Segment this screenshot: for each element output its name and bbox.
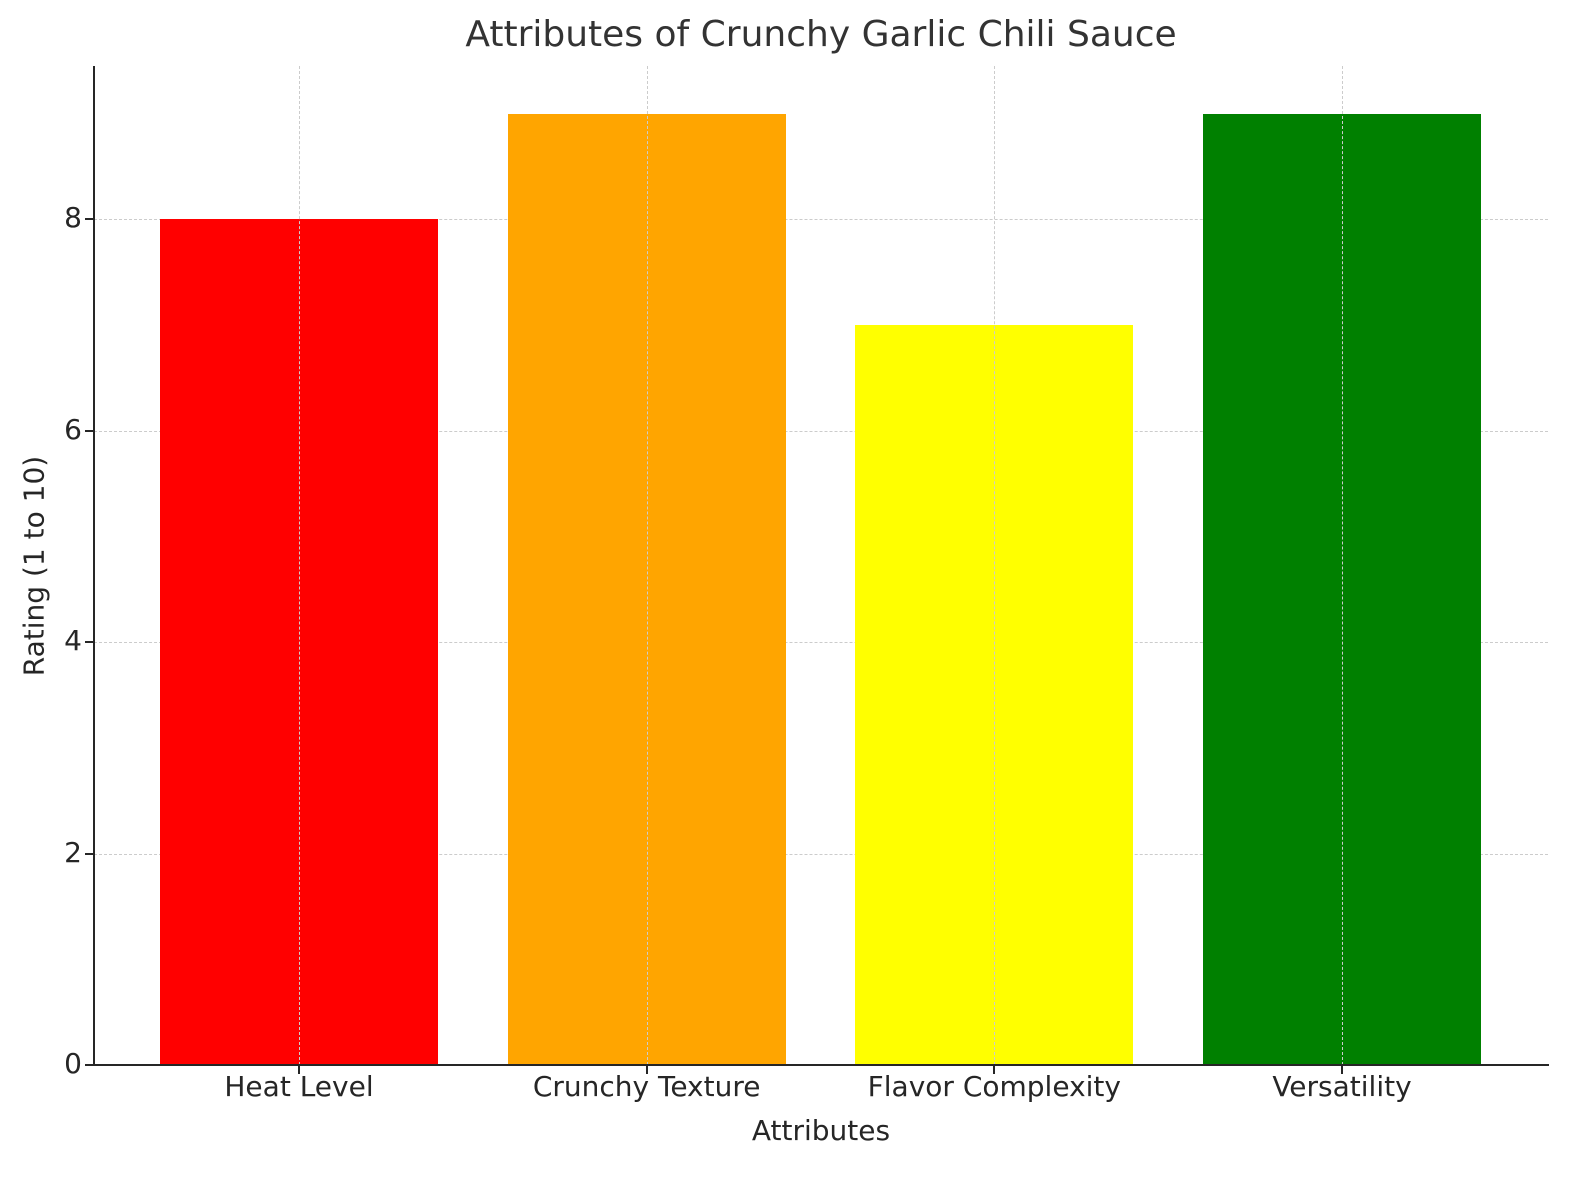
h-grid-line [94, 219, 1548, 221]
v-grid-line [994, 66, 996, 1065]
x-tick-label: Versatility [1272, 1070, 1412, 1103]
v-grid-line [1342, 66, 1343, 1065]
y-axis-label: Rating (1 to 10) [17, 455, 51, 677]
y-tick [85, 218, 93, 221]
plot-area [94, 66, 1548, 1065]
x-axis-line [93, 1064, 1549, 1066]
x-axis-label: Attributes [751, 1114, 891, 1147]
x-tick-label: Crunchy Texture [532, 1070, 761, 1103]
y-tick [85, 852, 93, 855]
y-axis-line [93, 66, 95, 1066]
h-grid-line [94, 430, 1548, 432]
y-tick-label: 4 [64, 624, 82, 658]
y-tick [85, 429, 93, 432]
h-grid-line [94, 642, 1548, 644]
y-tick-label: 0 [64, 1047, 82, 1080]
x-tick [1341, 1066, 1343, 1074]
x-tick-label: Heat Level [224, 1070, 374, 1103]
v-grid-line [646, 66, 648, 1065]
chart-title: Attributes of Crunchy Garlic Chili Sauce [465, 14, 1177, 55]
v-grid-line [299, 66, 300, 1065]
x-tick [993, 1066, 996, 1074]
y-tick-label: 6 [64, 412, 82, 446]
y-tick-label: 8 [64, 201, 82, 235]
y-tick [85, 1064, 93, 1066]
y-tick [85, 641, 93, 644]
x-tick-label: Flavor Complexity [867, 1070, 1121, 1103]
h-grid-line [94, 853, 1548, 855]
x-tick [645, 1066, 648, 1074]
x-tick [298, 1066, 300, 1074]
y-tick-label: 2 [64, 835, 82, 869]
